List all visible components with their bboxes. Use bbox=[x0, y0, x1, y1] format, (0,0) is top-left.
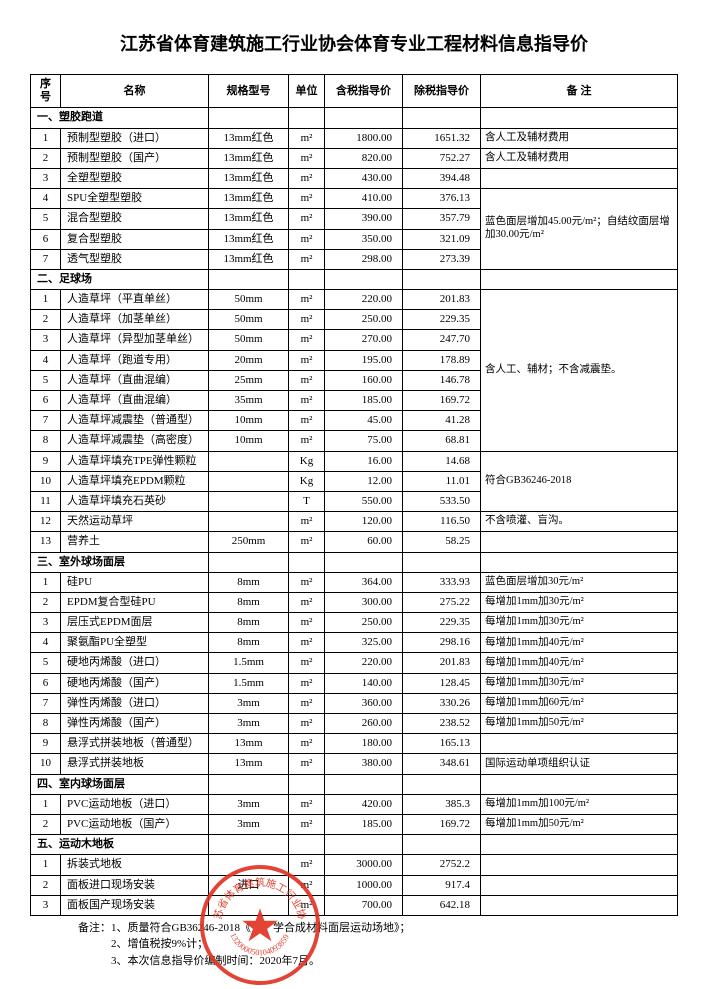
note-cell bbox=[481, 168, 678, 188]
col-spec: 规格型号 bbox=[209, 75, 289, 108]
table-row: 1人造草坪（平直单丝）50mmm²220.00201.83含人工、辅材；不含减震… bbox=[31, 290, 678, 310]
table-row: 10悬浮式拼装地板13mmm²380.00348.61国际运动单项组织认证 bbox=[31, 754, 678, 774]
note-cell: 每增加1mm加30元/m² bbox=[481, 673, 678, 693]
table-row: 3全塑型塑胶13mm红色m²430.00394.48 bbox=[31, 168, 678, 188]
footnote-1: 备注：1、质量符合GB36246-2018《 学合成材料面层运动场地》； bbox=[78, 920, 678, 937]
col-name: 名称 bbox=[61, 75, 209, 108]
table-row: 8弹性丙烯酸（国产）3mmm²260.00238.52每增加1mm加50元/m² bbox=[31, 714, 678, 734]
page-title: 江苏省体育建筑施工行业协会体育专业工程材料信息指导价 bbox=[30, 30, 678, 56]
section-header: 一、塑胶跑道 bbox=[31, 108, 678, 128]
table-row: 9悬浮式拼装地板（普通型）13mmm²180.00165.13 bbox=[31, 734, 678, 754]
note-cell bbox=[481, 875, 678, 895]
table-row: 1PVC运动地板（进口）3mmm²420.00385.3每增加1mm加100元/… bbox=[31, 794, 678, 814]
note-cell bbox=[481, 734, 678, 754]
note-cell: 每增加1mm加40元/m² bbox=[481, 653, 678, 673]
table-row: 4聚氨酯PU全塑型8mmm²325.00298.16每增加1mm加40元/m² bbox=[31, 633, 678, 653]
note-cell: 蓝色面层增加30元/m² bbox=[481, 572, 678, 592]
col-unit: 单位 bbox=[289, 75, 325, 108]
col-idx: 序号 bbox=[31, 75, 61, 108]
note-cell: 国际运动单项组织认证 bbox=[481, 754, 678, 774]
table-row: 5硬地丙烯酸（进口）1.5mmm²220.00201.83每增加1mm加40元/… bbox=[31, 653, 678, 673]
note-cell: 每增加1mm加40元/m² bbox=[481, 633, 678, 653]
note-cell: 每增加1mm加30元/m² bbox=[481, 592, 678, 612]
table-row: 3层压式EPDM面层8mmm²250.00229.35每增加1mm加30元/m² bbox=[31, 613, 678, 633]
footnotes: 备注：1、质量符合GB36246-2018《 学合成材料面层运动场地》； 2、增… bbox=[30, 920, 678, 970]
table-row: 2预制型塑胶（国产）13mm红色m²820.00752.27含人工及辅材费用 bbox=[31, 148, 678, 168]
note-cell: 不含喷灌、盲沟。 bbox=[481, 512, 678, 532]
note-cell: 蓝色面层增加45.00元/m²；自结纹面层增加30.00元/m² bbox=[481, 189, 678, 270]
table-row: 3面板国产现场安装m²700.00642.18 bbox=[31, 895, 678, 915]
note-cell: 每增加1mm加30元/m² bbox=[481, 613, 678, 633]
section-header: 三、室外球场面层 bbox=[31, 552, 678, 572]
table-row: 2面板进口现场安装进口m²1000.00917.4 bbox=[31, 875, 678, 895]
table-header-row: 序号 名称 规格型号 单位 含税指导价 除税指导价 备 注 bbox=[31, 75, 678, 108]
table-row: 4SPU全塑型塑胶13mm红色m²410.00376.13蓝色面层增加45.00… bbox=[31, 189, 678, 209]
col-note: 备 注 bbox=[481, 75, 678, 108]
note-cell: 含人工及辅材费用 bbox=[481, 128, 678, 148]
note-cell: 每增加1mm加60元/m² bbox=[481, 693, 678, 713]
table-row: 1预制型塑胶（进口）13mm红色m²1800.001651.32含人工及辅材费用 bbox=[31, 128, 678, 148]
section-header: 二、足球场 bbox=[31, 269, 678, 289]
price-table: 序号 名称 规格型号 单位 含税指导价 除税指导价 备 注 一、塑胶跑道1预制型… bbox=[30, 74, 678, 916]
table-row: 13营养土250mmm²60.0058.25 bbox=[31, 532, 678, 552]
table-row: 1拆装式地板m²3000.002752.2 bbox=[31, 855, 678, 875]
note-cell: 含人工及辅材费用 bbox=[481, 148, 678, 168]
section-header: 四、室内球场面层 bbox=[31, 774, 678, 794]
note-cell: 含人工、辅材；不含减震垫。 bbox=[481, 290, 678, 452]
note-cell bbox=[481, 895, 678, 915]
col-p2: 除税指导价 bbox=[403, 75, 481, 108]
table-row: 2PVC运动地板（国产）3mmm²185.00169.72每增加1mm加50元/… bbox=[31, 814, 678, 834]
table-row: 1硅PU8mmm²364.00333.93蓝色面层增加30元/m² bbox=[31, 572, 678, 592]
table-row: 2EPDM复合型硅PU8mmm²300.00275.22每增加1mm加30元/m… bbox=[31, 592, 678, 612]
note-cell: 每增加1mm加50元/m² bbox=[481, 814, 678, 834]
table-row: 9人造草坪填充TPE弹性颗粒Kg16.0014.68符合GB36246-2018 bbox=[31, 451, 678, 471]
table-row: 12天然运动草坪m²120.00116.50不含喷灌、盲沟。 bbox=[31, 512, 678, 532]
footnote-2: 2、增值税按9%计； bbox=[78, 936, 678, 953]
footnote-3: 3、本次信息指导价编制时间：2020年7月。 bbox=[78, 953, 678, 970]
note-cell bbox=[481, 532, 678, 552]
section-header: 五、运动木地板 bbox=[31, 835, 678, 855]
table-row: 6硬地丙烯酸（国产）1.5mmm²140.00128.45每增加1mm加30元/… bbox=[31, 673, 678, 693]
note-cell: 符合GB36246-2018 bbox=[481, 451, 678, 512]
note-cell: 每增加1mm加100元/m² bbox=[481, 794, 678, 814]
col-p1: 含税指导价 bbox=[325, 75, 403, 108]
note-cell: 每增加1mm加50元/m² bbox=[481, 714, 678, 734]
note-cell bbox=[481, 855, 678, 875]
table-row: 7弹性丙烯酸（进口）3mmm²360.00330.26每增加1mm加60元/m² bbox=[31, 693, 678, 713]
